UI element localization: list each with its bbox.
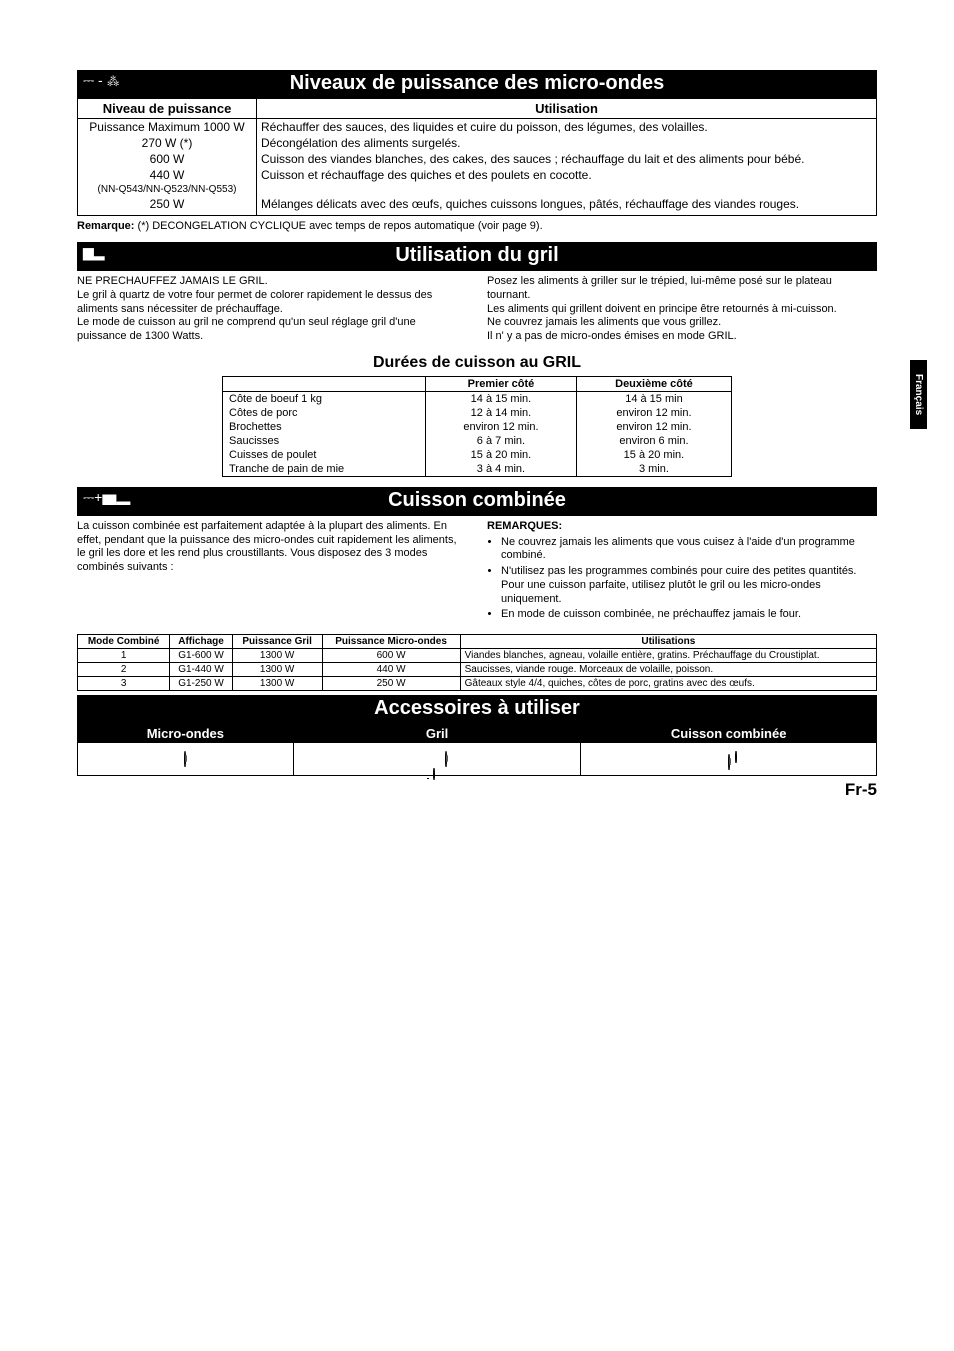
cell: Gâteaux style 4/4, quiches, côtes de por…: [460, 677, 876, 691]
cell: 440 W: [78, 167, 257, 183]
col-header: Utilisations: [460, 635, 876, 649]
col-header: Premier côté: [426, 376, 577, 391]
cell: G1-250 W: [170, 677, 232, 691]
cell: [257, 183, 877, 196]
cell: 1: [78, 649, 170, 663]
cell: 1300 W: [232, 677, 322, 691]
cell: Saucisses: [223, 434, 426, 448]
cell: 12 à 14 min.: [426, 406, 577, 420]
grill-icon: ▆▂: [83, 244, 105, 261]
cell: environ 6 min.: [576, 434, 731, 448]
cell: 600 W: [78, 151, 257, 167]
turntable-icon: [445, 751, 447, 767]
cell: 270 W (*): [78, 135, 257, 151]
cell: 6 à 7 min.: [426, 434, 577, 448]
power-note: Remarque: (*) DECONGELATION CYCLIQUE ave…: [77, 220, 877, 232]
cell: 440 W: [322, 663, 460, 677]
power-table: Niveau de puissance Utilisation Puissanc…: [77, 99, 877, 216]
grill-text-left: NE PRECHAUFFEZ JAMAIS LE GRIL. Le gril à…: [77, 275, 467, 344]
section-title: Cuisson combinée: [388, 489, 566, 511]
turntable-icon: [184, 751, 186, 767]
cell: Puissance Maximum 1000 W: [78, 119, 257, 136]
cell: environ 12 min.: [576, 406, 731, 420]
accessory-cell-grill: [293, 743, 581, 776]
cell: Côtes de porc: [223, 406, 426, 420]
cell: Réchauffer des sauces, des liquides et c…: [257, 119, 877, 136]
col-header: Utilisation: [257, 99, 877, 119]
accessory-cell-combi: [581, 743, 877, 776]
cell: Mélanges délicats avec des œufs, quiches…: [257, 196, 877, 216]
col-header: Puissance Micro-ondes: [322, 635, 460, 649]
cell: 600 W: [322, 649, 460, 663]
cell: Saucisses, viande rouge. Morceaux de vol…: [460, 663, 876, 677]
cell: Cuisson et réchauffage des quiches et de…: [257, 167, 877, 183]
combi-table: Mode Combiné Affichage Puissance Gril Pu…: [77, 634, 877, 691]
cell: 14 à 15 min.: [426, 391, 577, 406]
section-header-grill: ▆▂ Utilisation du gril: [77, 242, 877, 271]
accessories-table: Micro-ondes Gril Cuisson combinée: [77, 724, 877, 776]
cell: 1300 W: [232, 649, 322, 663]
cell: 15 à 20 min.: [426, 448, 577, 462]
col-header: Puissance Gril: [232, 635, 322, 649]
section-header-accessories: Accessoires à utiliser: [77, 695, 877, 724]
cell: 3 min.: [576, 462, 731, 477]
cell: 250 W: [78, 196, 257, 216]
grill-times-table: Premier côté Deuxième côté Côte de boeuf…: [222, 376, 732, 477]
cell: 1300 W: [232, 663, 322, 677]
turntable-icon: [728, 754, 730, 770]
cell: 15 à 20 min.: [576, 448, 731, 462]
cell: Tranche de pain de mie: [223, 462, 426, 477]
cell: Viandes blanches, agneau, volaille entiè…: [460, 649, 876, 663]
cell: G1-440 W: [170, 663, 232, 677]
section-title: Utilisation du gril: [395, 244, 558, 266]
col-header: Gril: [293, 724, 581, 743]
language-tab: Français: [910, 360, 927, 429]
section-header-power: ⎓ - ⁂ Niveaux de puissance des micro-ond…: [77, 70, 877, 99]
col-header: Affichage: [170, 635, 232, 649]
col-header: Niveau de puissance: [78, 99, 257, 119]
section-title: Niveaux de puissance des micro-ondes: [290, 72, 665, 94]
grill-subtitle: Durées de cuisson au GRIL: [77, 354, 877, 372]
cell: Cuisses de poulet: [223, 448, 426, 462]
accessory-cell-microwave: [78, 743, 294, 776]
grill-text-right: Posez les aliments à griller sur le trép…: [487, 275, 877, 344]
cell: (NN-Q543/NN-Q523/NN-Q553): [78, 183, 257, 196]
cell: 250 W: [322, 677, 460, 691]
cell: Côte de boeuf 1 kg: [223, 391, 426, 406]
microwave-icon: ⎓ - ⁂: [83, 72, 120, 89]
section-header-combi: ⎓+▆▂ Cuisson combinée: [77, 487, 877, 516]
col-header: Cuisson combinée: [581, 724, 877, 743]
combi-text-left: La cuisson combinée est parfaitement ada…: [77, 520, 467, 624]
combi-icon: ⎓+▆▂: [83, 489, 130, 506]
cell: environ 12 min.: [426, 420, 577, 434]
col-header: Mode Combiné: [78, 635, 170, 649]
cell: Cuisson des viandes blanches, des cakes,…: [257, 151, 877, 167]
cell: 14 à 15 min: [576, 391, 731, 406]
cell: 3: [78, 677, 170, 691]
cell: Décongélation des aliments surgelés.: [257, 135, 877, 151]
section-title: Accessoires à utiliser: [374, 697, 580, 719]
page-number: Fr-5: [77, 780, 877, 800]
col-header: Deuxième côté: [576, 376, 731, 391]
col-header: Micro-ondes: [78, 724, 294, 743]
cell: Brochettes: [223, 420, 426, 434]
col-header: [223, 376, 426, 391]
cell: environ 12 min.: [576, 420, 731, 434]
cell: 2: [78, 663, 170, 677]
cell: G1-600 W: [170, 649, 232, 663]
combi-remarks: REMARQUES: Ne couvrez jamais les aliment…: [487, 520, 877, 624]
cell: 3 à 4 min.: [426, 462, 577, 477]
